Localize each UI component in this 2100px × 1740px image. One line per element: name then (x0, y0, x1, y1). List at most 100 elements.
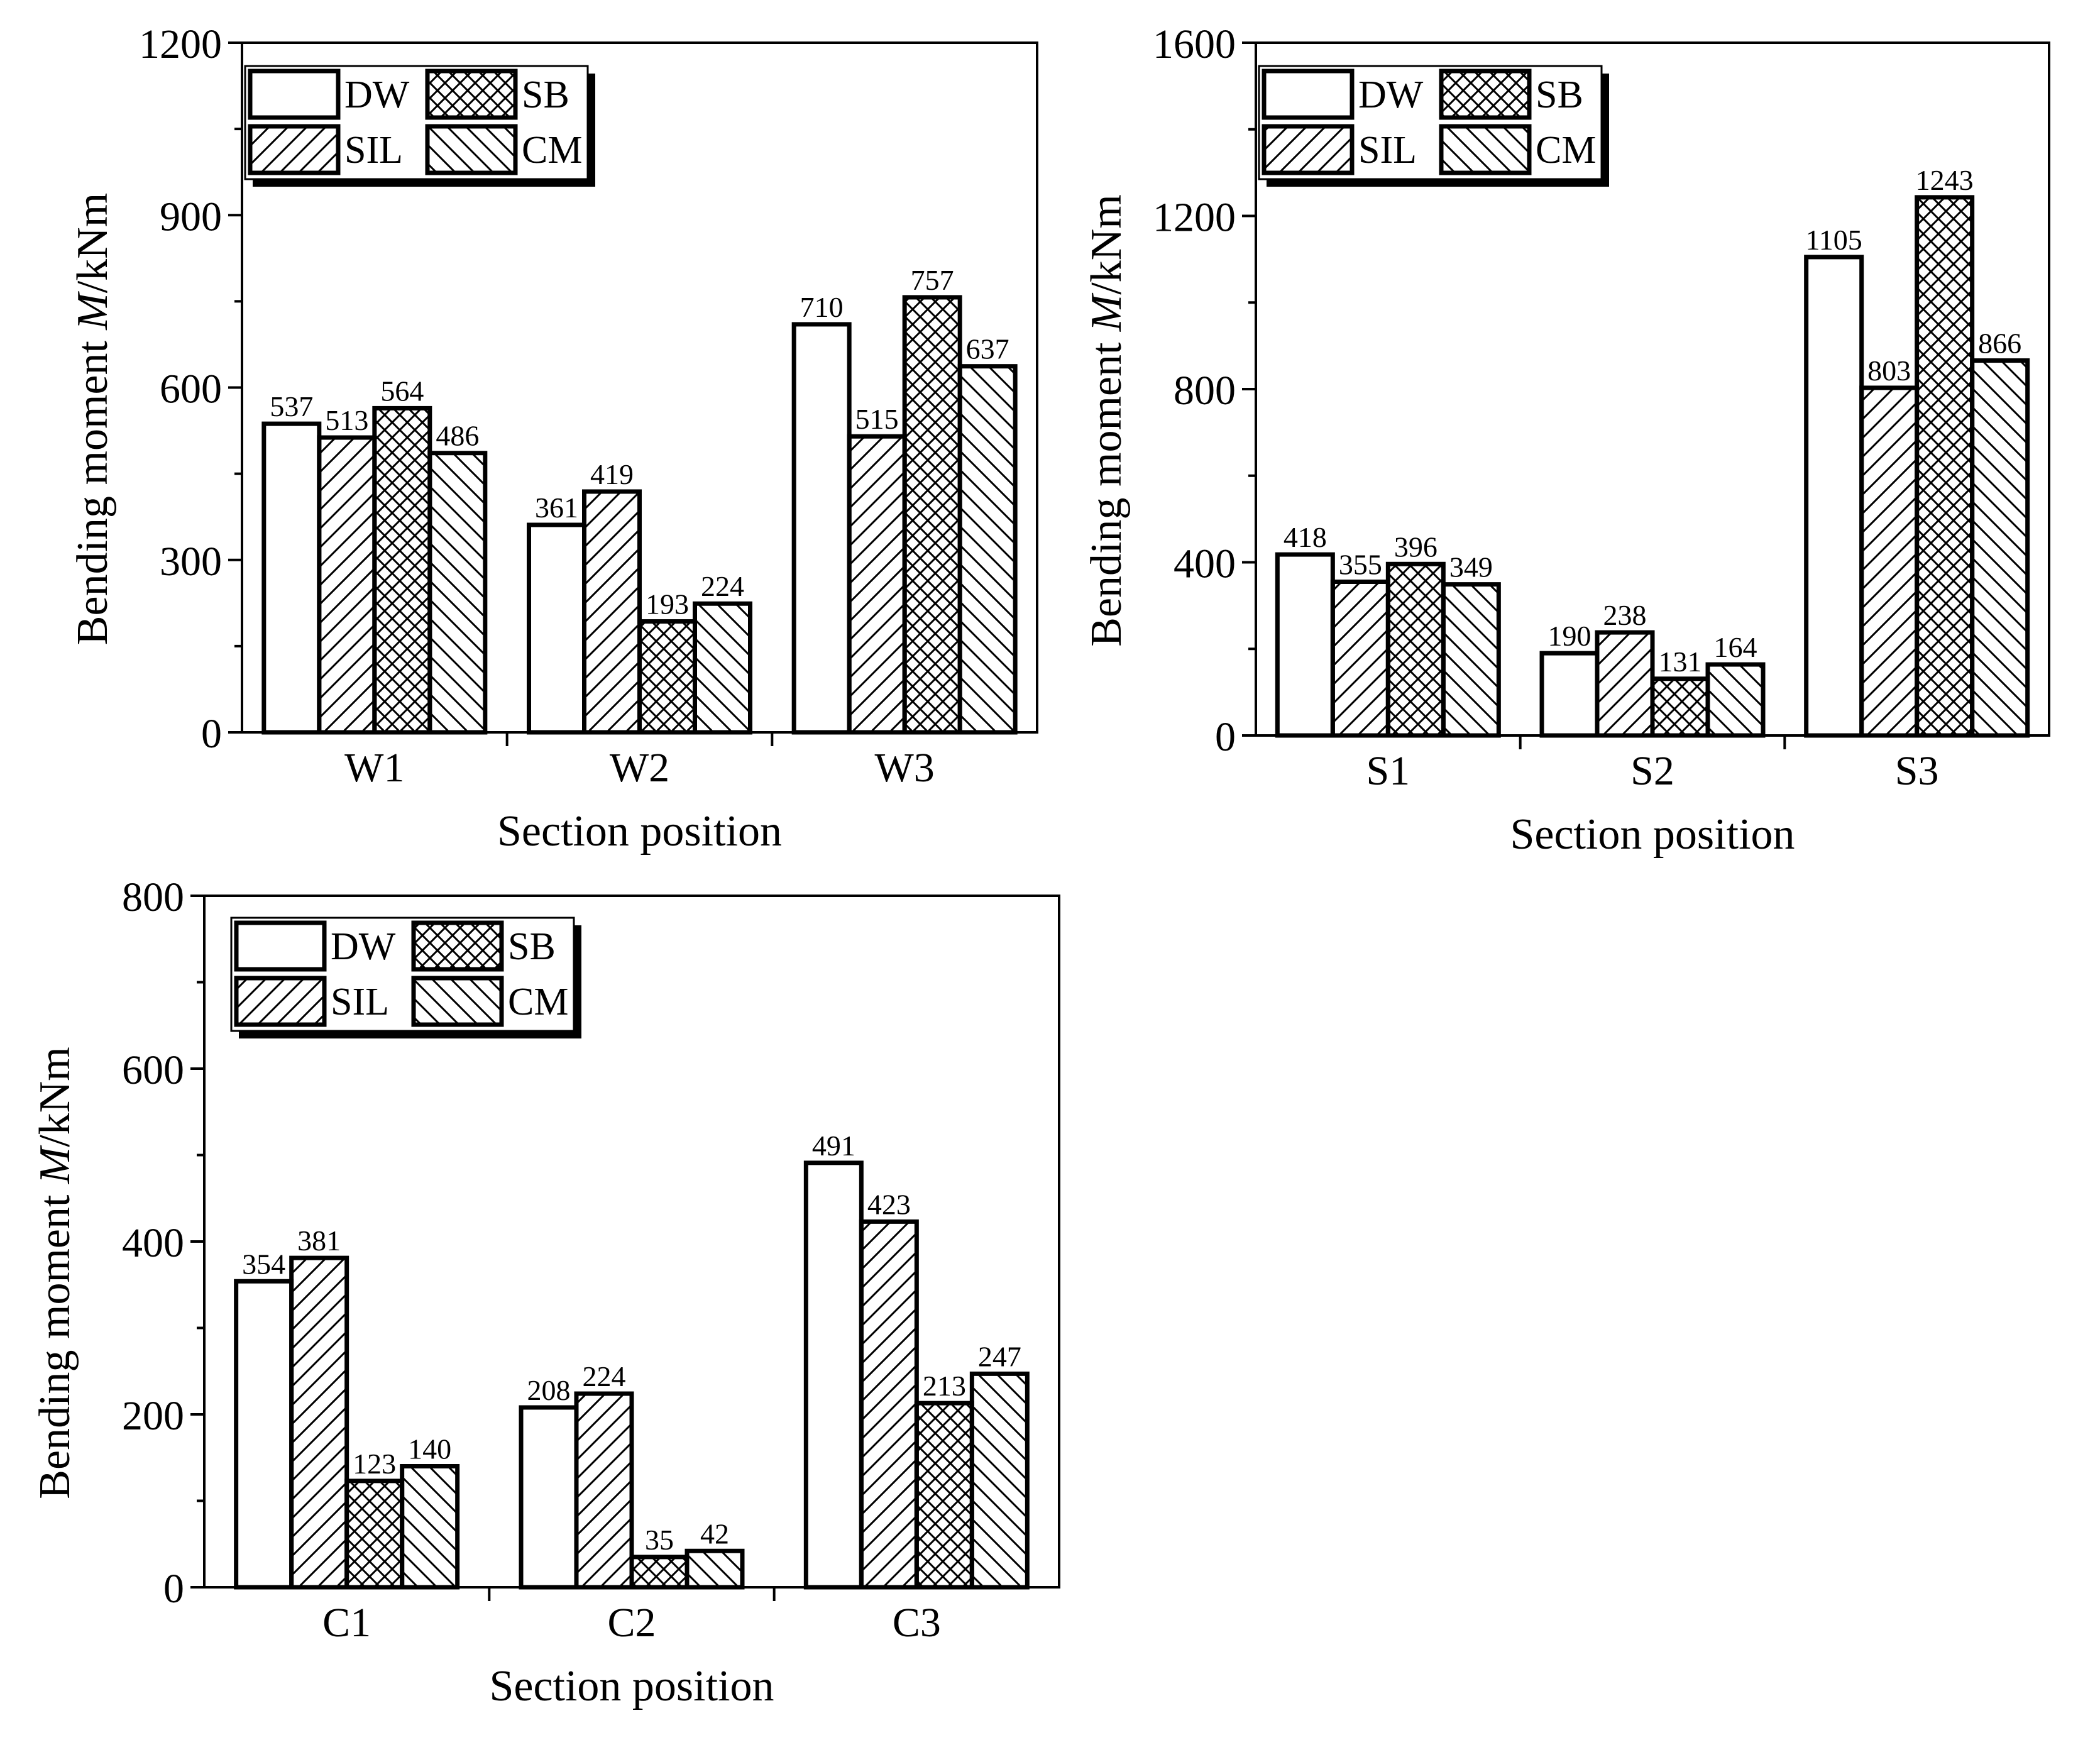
y-tick-label-c: 0 (163, 1566, 184, 1612)
y-tick-label-s: 1200 (1153, 195, 1236, 241)
data-label-c-c3-cm: 247 (978, 1340, 1021, 1372)
bar-s-s2-sb (1650, 676, 1710, 738)
legend-swatch-sb (1439, 69, 1532, 120)
x-tick-label-w2: W2 (610, 745, 669, 791)
legend-swatch-cm (1439, 124, 1532, 175)
legend-label-sb: SB (1536, 74, 1583, 116)
legend-label-sil: SIL (331, 981, 389, 1023)
bar-w-w1-cm (427, 451, 488, 735)
legend-swatch-cm (425, 124, 518, 175)
data-label-c-c1-sb: 123 (353, 1448, 396, 1480)
legend-s: DW SB SIL CM (1258, 65, 1609, 187)
y-tick-label-w: 1200 (139, 21, 222, 67)
data-label-s-s3-dw: 1105 (1806, 224, 1862, 256)
bar-w-w2-cm (693, 601, 752, 735)
chart-panel-c: 354 208 491 381 224 423 123 35 213 140 42 247 0 200 40… (31, 874, 1060, 1710)
legend-swatch-cm (411, 976, 504, 1027)
legend-c: DW SB SIL CM (230, 917, 581, 1038)
legend-label-dw: DW (344, 74, 410, 116)
data-label-s-s2-sb: 131 (1659, 646, 1702, 678)
legend-label-cm: CM (522, 129, 582, 172)
legend-swatch-sb (411, 920, 504, 972)
bar-w-w1-sil (317, 435, 377, 735)
data-label-w-w1-sil: 513 (325, 404, 368, 436)
y-tick-label-w: 0 (201, 711, 222, 757)
legend-w: DW SB SIL CM (244, 65, 595, 187)
chart-panel-w: 537 361 710 513 419 515 564 193 757 486 224 637 0 300… (69, 21, 1038, 856)
y-axis-title-c: Bending moment M/kNm (31, 1047, 79, 1499)
bar-c-c1-cm (400, 1464, 460, 1590)
x-tick-label-w3: W3 (875, 745, 935, 791)
x-axis-title-s: Section position (1510, 810, 1795, 859)
data-label-c-c2-dw: 208 (527, 1374, 571, 1406)
legend-swatch-sb (425, 69, 518, 120)
y-axis-title-w: Bending moment M/kNm (69, 193, 117, 645)
data-label-c-c2-sil: 224 (583, 1360, 626, 1392)
data-label-c-c3-sb: 213 (923, 1370, 966, 1402)
bar-w-w2-sil (582, 489, 642, 735)
data-label-s-s1-dw: 418 (1284, 521, 1327, 553)
data-label-w-w1-sb: 564 (380, 375, 424, 407)
legend-label-sb: SB (522, 74, 569, 116)
data-label-s-s3-sb: 1243 (1916, 164, 1974, 196)
bar-c-c3-sil (859, 1219, 919, 1590)
bar-s-s3-sb (1915, 195, 1975, 738)
y-axis-title-s: Bending moment M/kNm (1082, 194, 1131, 646)
bar-w-w1-sb (372, 405, 432, 735)
x-tick-label-w1: W1 (344, 745, 404, 791)
y-tick-label-s: 800 (1174, 368, 1236, 414)
bar-s-s3-sil (1859, 385, 1920, 738)
bar-w-w3-cm (957, 364, 1018, 735)
bar-c-c1-sb (344, 1478, 405, 1590)
x-tick-label-c3: C3 (893, 1600, 941, 1646)
x-axis-title-w: Section position (497, 807, 782, 856)
bar-w-w1-dw (261, 421, 322, 735)
y-tick-label-s: 0 (1215, 714, 1236, 760)
legend-swatch-dw (1262, 69, 1355, 120)
bar-c-c3-sb (914, 1401, 974, 1590)
bar-c-c3-dw (803, 1160, 864, 1590)
y-tick-label-c: 600 (122, 1047, 184, 1093)
bar-w-w2-dw (527, 522, 586, 735)
bar-s-s1-dw (1275, 552, 1335, 738)
bar-c-c1-dw (234, 1279, 294, 1590)
data-label-w-w3-cm: 637 (966, 333, 1009, 365)
data-label-s-s3-sil: 803 (1867, 355, 1911, 387)
y-tick-label-s: 1600 (1153, 21, 1236, 67)
bar-c-c1-sil (289, 1255, 349, 1590)
y-tick-label-c: 200 (122, 1393, 184, 1439)
data-label-s-s1-sil: 355 (1339, 548, 1382, 580)
data-label-w-w1-dw: 537 (270, 390, 313, 422)
bar-w-w3-sil (847, 434, 907, 735)
bar-s-s1-sil (1330, 579, 1390, 738)
data-label-s-s1-sb: 396 (1394, 531, 1438, 563)
x-tick-label-s1: S1 (1366, 748, 1410, 794)
bar-s-s1-cm (1441, 582, 1501, 738)
data-label-w-w3-sb: 757 (911, 264, 954, 296)
x-axis-title-c: Section position (489, 1662, 774, 1710)
bar-s-s2-cm (1705, 662, 1766, 738)
data-label-c-c1-dw: 354 (242, 1248, 285, 1280)
legend-swatch-sil (248, 124, 341, 175)
bar-w-w3-dw (791, 322, 852, 735)
legend-swatch-dw (248, 69, 341, 120)
data-label-c-c3-dw: 491 (812, 1130, 855, 1162)
legend-label-dw: DW (1358, 74, 1424, 116)
data-label-c-c1-sil: 381 (297, 1225, 341, 1257)
bar-s-s2-dw (1539, 651, 1600, 738)
legend-swatch-dw (234, 920, 327, 972)
y-tick-label-s: 400 (1174, 541, 1236, 587)
legend-label-sil: SIL (344, 129, 403, 172)
bar-c-c2-sb (629, 1555, 690, 1590)
data-label-w-w2-dw: 361 (535, 492, 578, 524)
data-label-c-c3-sil: 423 (867, 1188, 911, 1220)
data-label-s-s1-cm: 349 (1449, 551, 1493, 583)
x-tick-label-c2: C2 (607, 1600, 656, 1646)
data-label-w-w2-cm: 224 (701, 570, 744, 602)
y-tick-label-w: 300 (160, 539, 222, 585)
bar-c-c2-cm (684, 1548, 745, 1590)
chart-panel-s: 418 190 1105 355 238 803 396 131 1243 349 164 866 0 4… (1082, 21, 2050, 859)
y-tick-label-c: 800 (122, 874, 184, 920)
bar-c-c2-sil (574, 1391, 634, 1590)
